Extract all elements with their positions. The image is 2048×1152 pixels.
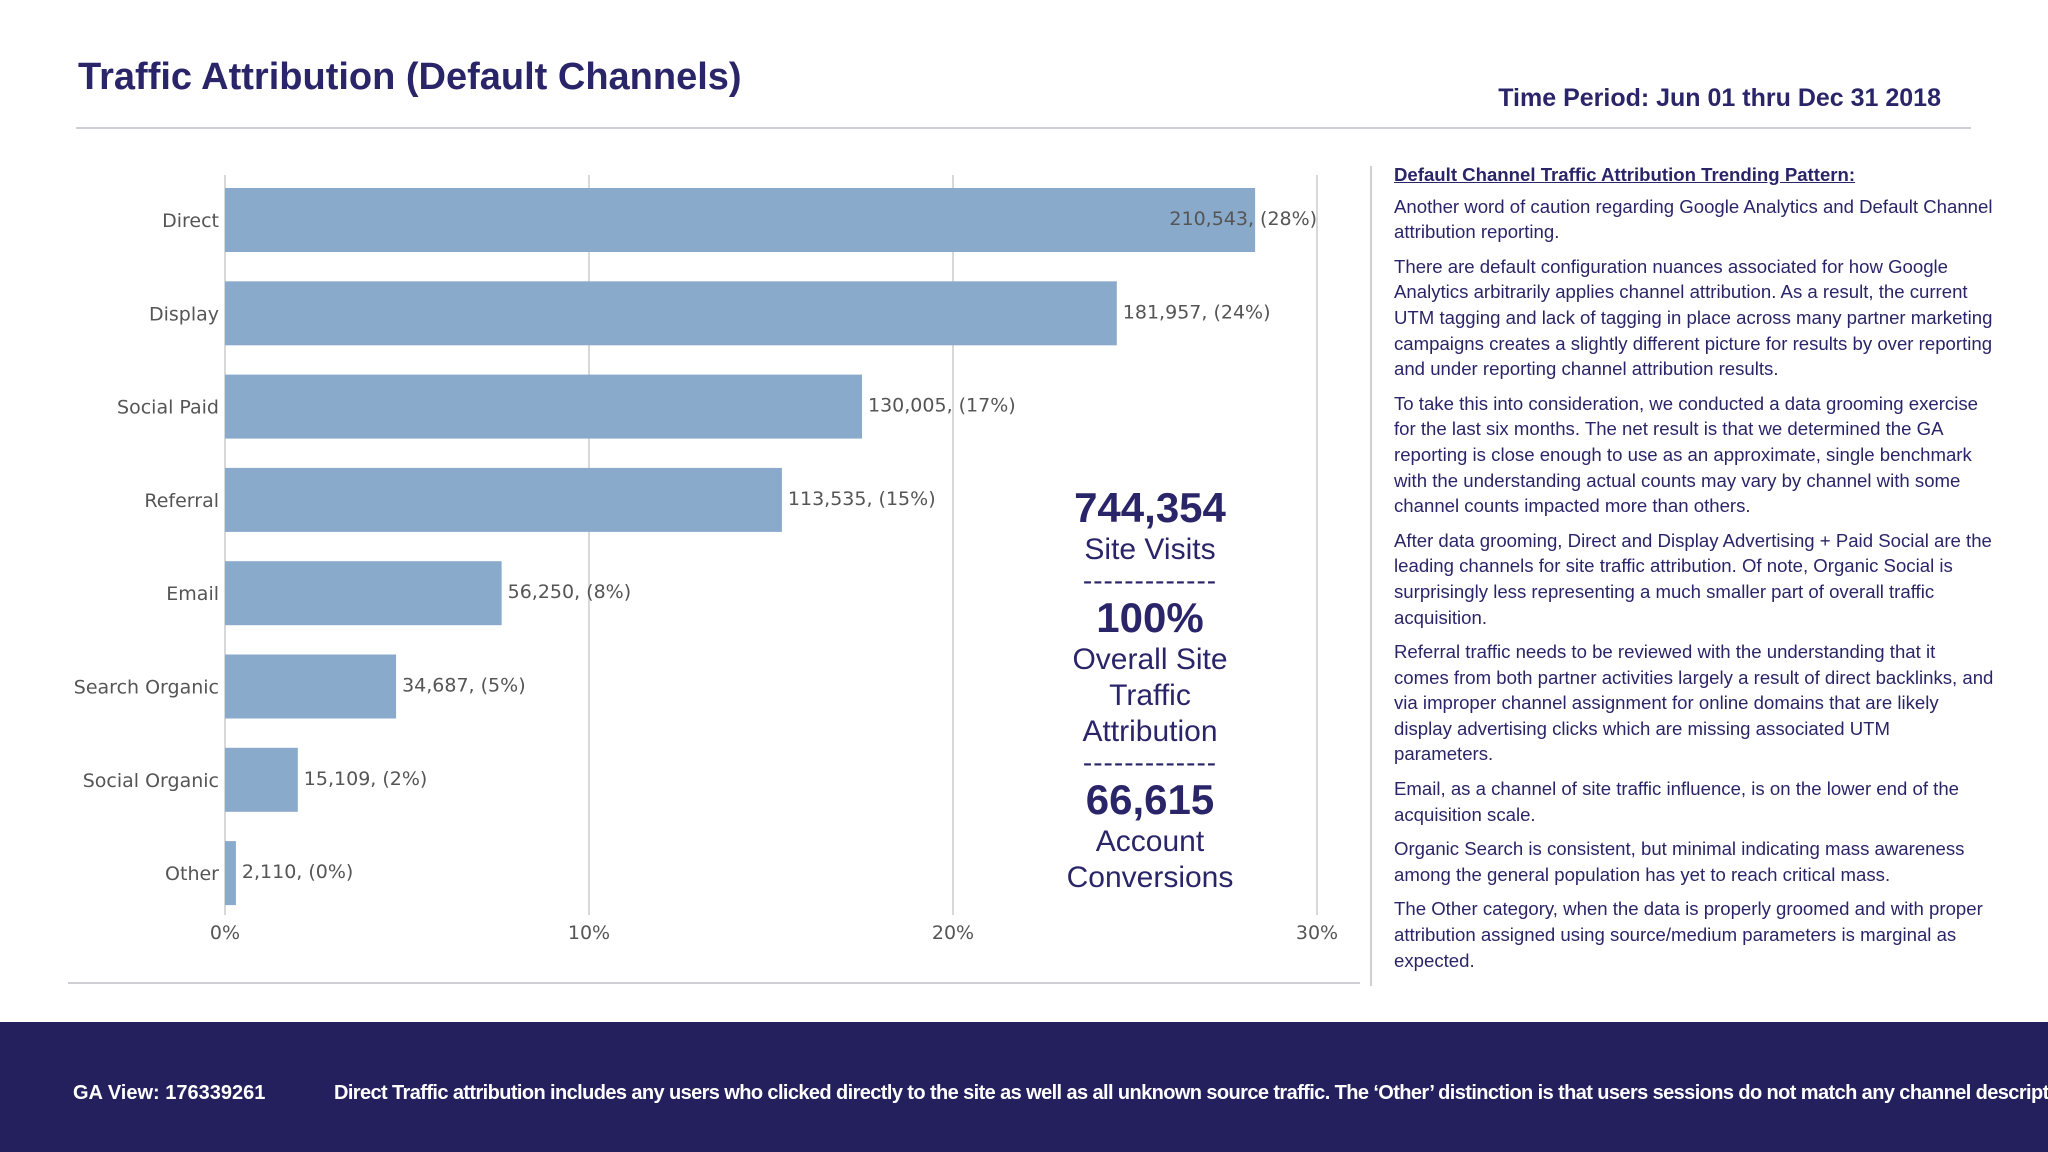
category-label: Social Paid [117, 397, 219, 419]
notes-paragraph: The Other category, when the data is pro… [1394, 898, 1983, 971]
header-divider [76, 127, 1971, 129]
x-tick-label: 10% [568, 922, 610, 944]
notes-paragraph: Organic Search is consistent, but minima… [1394, 838, 1965, 885]
data-label: 181,957, (24%) [1123, 301, 1271, 323]
data-label: 2,110, (0%) [242, 861, 353, 883]
attribution-label-line-3: Attribution [1082, 715, 1218, 748]
bar-referral [225, 467, 782, 532]
summary-separator: ------------- [1082, 747, 1218, 778]
data-label: 56,250, (8%) [508, 581, 632, 603]
attribution-label-line-2: Traffic [1109, 679, 1191, 712]
chart-bottom-divider [68, 982, 1360, 984]
data-label: 210,543, (28%) [1169, 208, 1317, 230]
x-tick-label: 0% [210, 922, 240, 944]
bar-social-organic [225, 747, 298, 812]
bar-email [225, 561, 502, 626]
attribution-label-line-1: Overall Site [1072, 643, 1228, 676]
footer-bar: GA View: 176339261 Direct Traffic attrib… [0, 1022, 2048, 1152]
bar-other [225, 841, 236, 906]
attribution-share-value: 100% [1096, 594, 1204, 641]
conversions-label-line-1: Account [1095, 825, 1205, 858]
chart-bars [225, 188, 1256, 906]
site-visits-label: Site Visits [1084, 533, 1216, 566]
bar-social-paid [225, 374, 862, 439]
data-label: 130,005, (17%) [868, 395, 1016, 417]
notes-paragraph: Referral traffic needs to be reviewed wi… [1394, 641, 1994, 765]
category-label: Referral [144, 490, 219, 512]
notes-heading: Default Channel Traffic Attribution Tren… [1394, 164, 1856, 185]
x-tick-label: 20% [932, 922, 974, 944]
time-period: Time Period: Jun 01 thru Dec 31 2018 [1498, 84, 1941, 112]
category-label: Email [166, 583, 219, 605]
summary-panel: 744,354 Site Visits ------------- 100% O… [1040, 484, 1260, 896]
bar-display [225, 281, 1117, 346]
category-label: Social Organic [83, 770, 219, 792]
chart-labels: 0% 10% 20% 30% Direct 210,543, (28%) Display 18… [74, 208, 1338, 944]
data-label: 113,535, (15%) [788, 488, 936, 510]
data-label: 34,687, (5%) [402, 675, 526, 697]
category-label: Direct [162, 210, 219, 232]
conversions-label-line-2: Conversions [1066, 861, 1234, 894]
bar-search-organic [225, 654, 397, 719]
ga-view-id: GA View: 176339261 [73, 1082, 266, 1104]
traffic-attribution-bar-chart: 0% 10% 20% 30% Direct 210,543, (28%) Display 18… [74, 175, 1338, 944]
site-visits-value: 744,354 [1074, 484, 1226, 531]
notes-panel: Default Channel Traffic Attribution Tren… [1394, 162, 1994, 982]
footer-note: Direct Traffic attribution includes any … [334, 1082, 2048, 1104]
notes-paragraph: There are default configuration nuances … [1394, 255, 1993, 380]
x-tick-label: 30% [1296, 922, 1338, 944]
conversions-value: 66,615 [1085, 776, 1215, 823]
notes-paragraph: After data grooming, Direct and Display … [1394, 529, 1992, 628]
category-label: Display [149, 303, 219, 325]
category-label: Search Organic [74, 677, 219, 699]
notes-paragraph: Another word of caution regarding Google… [1394, 195, 1993, 243]
notes-paragraph: Email, as a channel of site traffic infl… [1394, 778, 1960, 825]
chart-notes-divider [1370, 166, 1372, 986]
category-label: Other [165, 863, 219, 885]
notes-paragraph: To take this into consideration, we cond… [1394, 392, 1978, 517]
summary-separator: ------------- [1082, 565, 1218, 596]
data-label: 15,109, (2%) [304, 768, 428, 790]
bar-direct [225, 188, 1256, 252]
page-title: Traffic Attribution (Default Channels) [78, 56, 742, 98]
